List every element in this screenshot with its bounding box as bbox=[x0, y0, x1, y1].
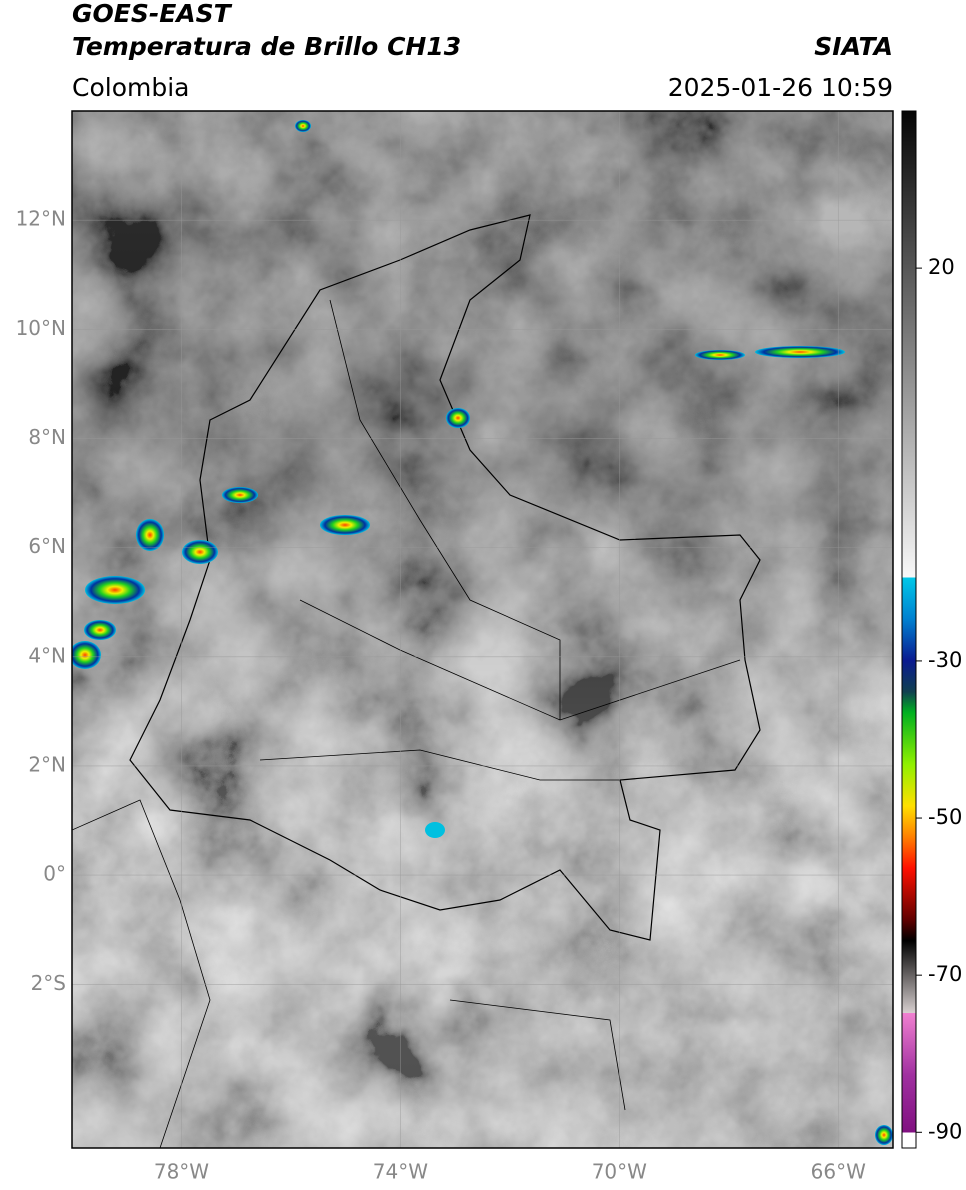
lat-tick-label: 12°N bbox=[16, 207, 66, 231]
lat-tick-label: 0° bbox=[43, 862, 66, 886]
title: GOES-EAST bbox=[72, 0, 233, 28]
lat-tick-label: 2°N bbox=[28, 752, 66, 776]
colorbar bbox=[901, 110, 917, 1149]
colorbar-tick-label: 20 bbox=[928, 255, 955, 279]
lat-tick-label: 8°N bbox=[28, 425, 66, 449]
map-frame bbox=[71, 110, 894, 1149]
lon-tick-label: 74°W bbox=[373, 1160, 428, 1184]
lon-tick-label: 70°W bbox=[592, 1160, 647, 1184]
source: SIATA bbox=[814, 32, 893, 61]
lat-tick-label: 4°N bbox=[28, 643, 66, 667]
datetime: 2025-01-26 10:59 bbox=[668, 73, 893, 102]
colorbar-tick-label: -30 bbox=[928, 648, 962, 672]
lat-tick-label: 2°S bbox=[31, 971, 66, 995]
region: Colombia bbox=[72, 73, 189, 102]
colorbar-tick-label: -70 bbox=[928, 962, 962, 986]
colorbar-tick-label: -50 bbox=[928, 805, 962, 829]
lon-tick-label: 78°W bbox=[154, 1160, 209, 1184]
lat-tick-label: 6°N bbox=[28, 534, 66, 558]
colorbar-tick-label: -90 bbox=[928, 1119, 962, 1143]
lon-tick-label: 66°W bbox=[811, 1160, 866, 1184]
lat-tick-label: 10°N bbox=[16, 316, 66, 340]
graticule bbox=[72, 111, 893, 1148]
satellite-image bbox=[72, 111, 893, 1148]
subtitle: Temperatura de Brillo CH13 bbox=[72, 32, 461, 61]
